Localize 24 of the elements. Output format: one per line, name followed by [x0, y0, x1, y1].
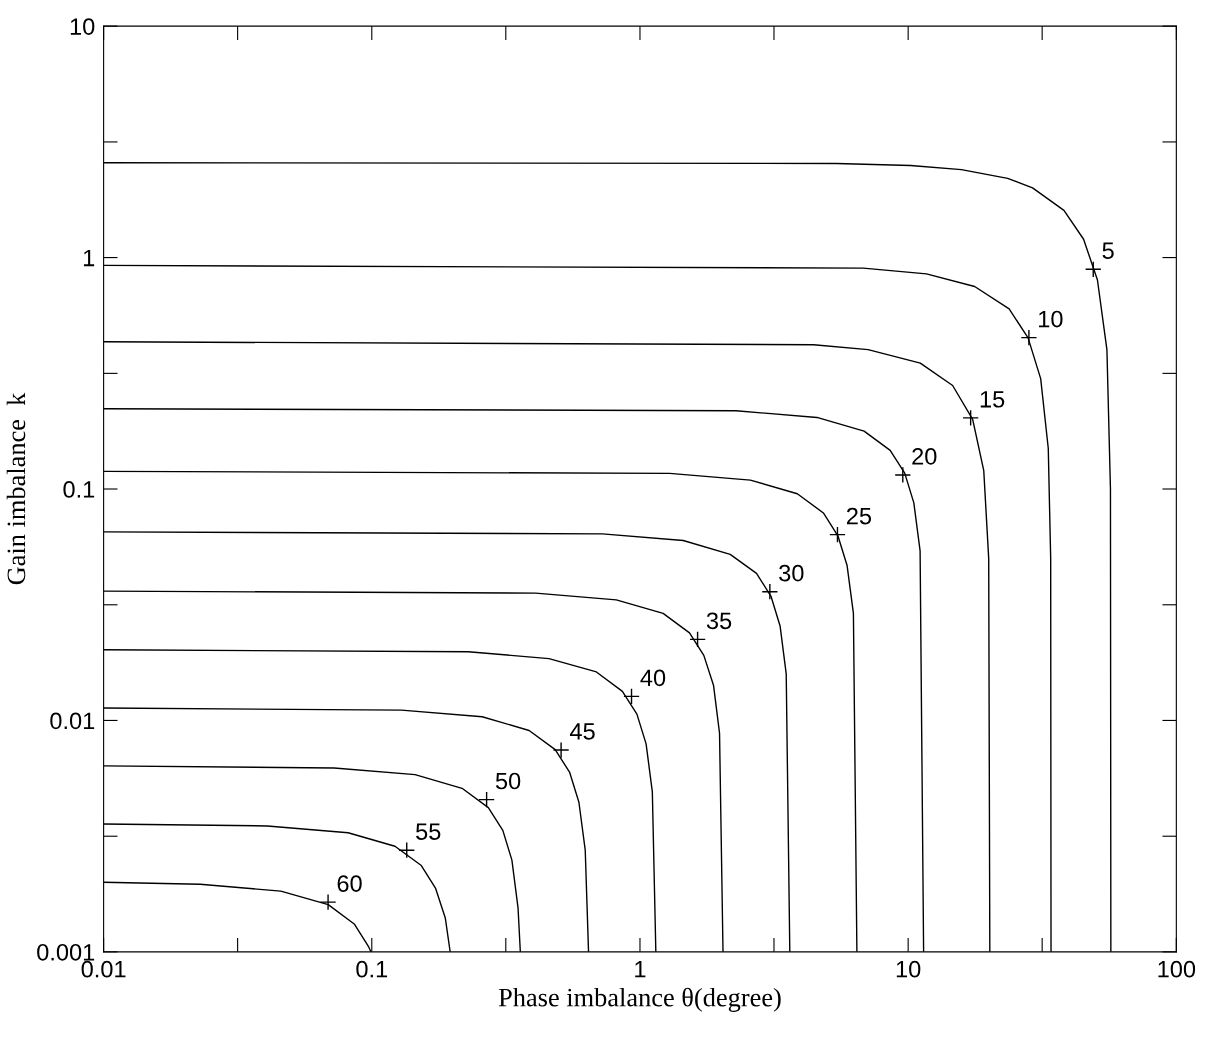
- x-tick-label: 1: [635, 961, 646, 978]
- y-axis-title: Gain imbalance k: [6, 392, 26, 585]
- x-tick-label: 10: [896, 960, 921, 978]
- annotation: 30: [779, 564, 804, 582]
- x-tick-label: 100: [1158, 960, 1196, 978]
- annotation: 35: [706, 612, 732, 630]
- x-axis-title: Phase imbalance θ(degree): [498, 987, 781, 1012]
- annotation: 45: [569, 723, 595, 740]
- y-tick-label: 10: [70, 18, 95, 35]
- y-tick-label: 0.001: [37, 943, 95, 961]
- y-tick-label: 0.1: [63, 481, 95, 498]
- annotation: 40: [640, 669, 666, 687]
- x-tick-label: 0.1: [356, 960, 388, 978]
- annotation: 55: [416, 823, 441, 840]
- y-tick-label: 1: [83, 249, 95, 267]
- annotation: 25: [846, 507, 872, 525]
- y-tick-label: 0.01: [50, 712, 95, 730]
- annotation: 20: [912, 448, 937, 465]
- annotation: 50: [495, 772, 521, 790]
- x-tick-label: 0.01: [81, 960, 126, 978]
- annotation: 15: [980, 391, 1005, 408]
- annotation: 5: [1102, 242, 1114, 260]
- annotation: 60: [337, 875, 362, 892]
- annotation: 10: [1039, 310, 1063, 328]
